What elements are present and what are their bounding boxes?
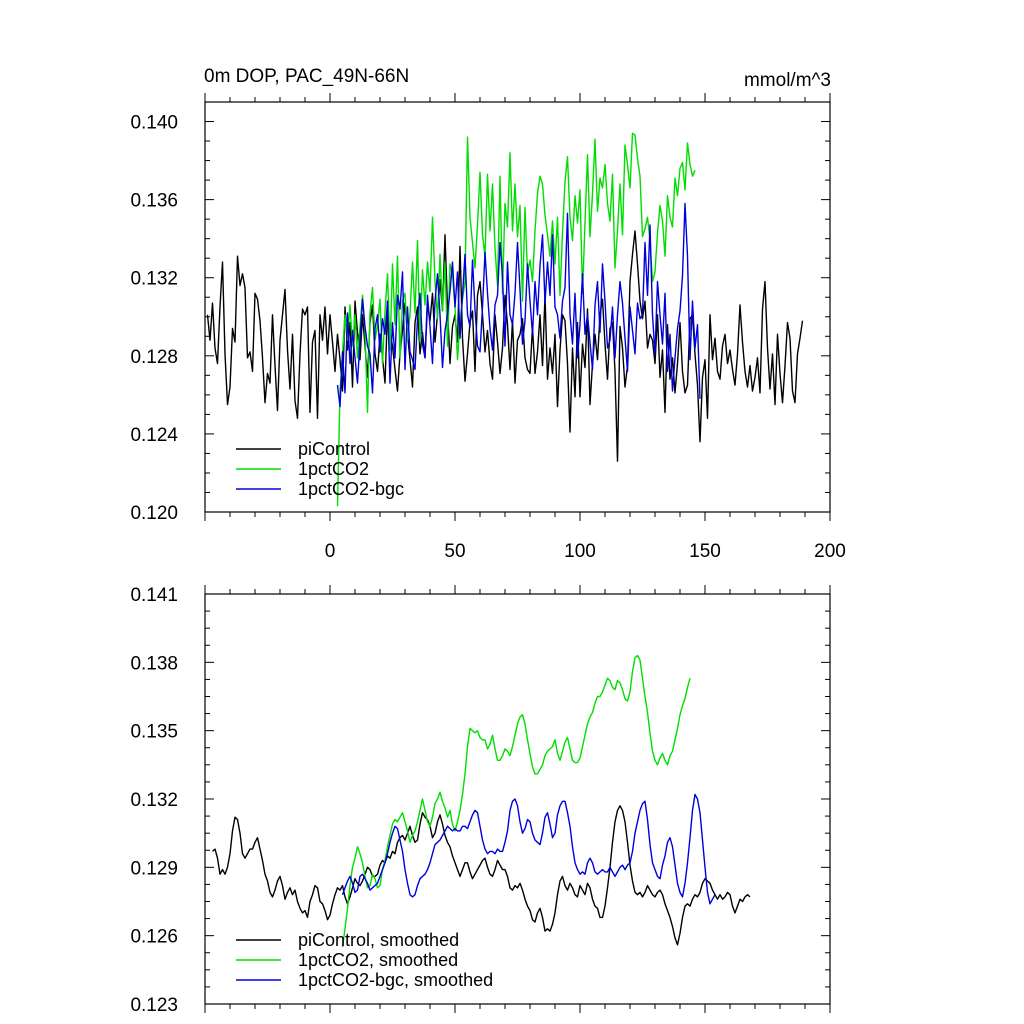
y-tick-label: 0.138 xyxy=(130,653,178,674)
series-line-picontrol xyxy=(206,230,804,462)
legend-label: 1pctCO2, smoothed xyxy=(298,950,458,970)
x-tick-label: 50 xyxy=(444,541,465,562)
series-line-1pctco2-smoothed xyxy=(341,654,691,948)
x-tick-label: 0 xyxy=(325,541,336,562)
x-tick-label: 200 xyxy=(814,541,846,562)
legend-label: 1pctCO2 xyxy=(298,459,369,479)
series-line-1pctco2-bgc xyxy=(336,202,701,408)
legend-label: piControl, smoothed xyxy=(298,930,459,950)
y-tick-label: 0.126 xyxy=(130,927,178,948)
plot-frame xyxy=(204,101,831,513)
series-line-picontrol-smoothed xyxy=(212,805,751,946)
bottom-panel: 0.123 0.126 0.129 0.132 0.135 0.138 0.141 piCon… xyxy=(130,585,831,1016)
series-line-1pctco2-bgc-smoothed xyxy=(341,793,716,905)
y-tick-label: 0.123 xyxy=(130,995,178,1016)
y-tick-label: 0.132 xyxy=(130,790,178,811)
y-tick-label: 0.132 xyxy=(130,269,178,290)
legend-label: 1pctCO2-bgc xyxy=(298,479,404,499)
y-tick-label: 0.140 xyxy=(130,113,178,134)
legend-label: 1pctCO2-bgc, smoothed xyxy=(298,970,493,990)
legend-label: piControl xyxy=(298,439,370,459)
y-tick-label: 0.120 xyxy=(130,503,178,524)
chart-title: 0m DOP, PAC_49N-66N xyxy=(204,66,410,87)
top-panel: 0 50 100 150 200 0.120 0.124 0.128 0.132 0.136 0.1… xyxy=(130,93,846,562)
x-tick-label: 100 xyxy=(564,541,596,562)
y-tick-label: 0.135 xyxy=(130,722,178,743)
y-tick-label: 0.128 xyxy=(130,347,178,368)
y-tick-label: 0.136 xyxy=(130,191,178,212)
y-tick-label: 0.124 xyxy=(130,425,178,446)
y-tick-label: 0.141 xyxy=(130,585,178,606)
x-tick-label: 150 xyxy=(689,541,721,562)
units-label: mmol/m^3 xyxy=(743,70,831,91)
series-line-1pctco2 xyxy=(336,132,696,507)
y-tick-label: 0.129 xyxy=(130,858,178,879)
